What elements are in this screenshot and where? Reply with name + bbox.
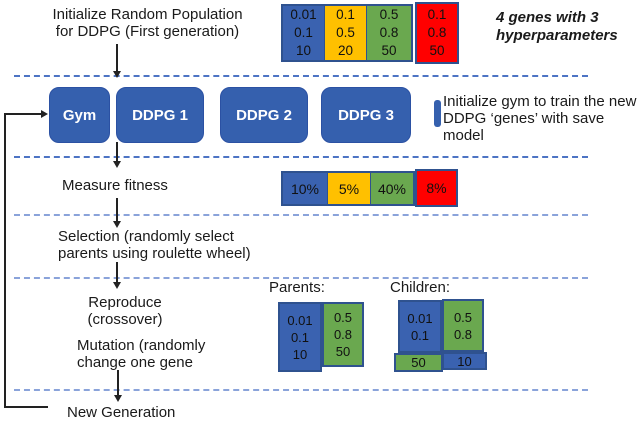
child1-top-box: 0.01 0.1 [398, 300, 442, 353]
gym-init-note: Initialize gym to train the new DDPG ‘ge… [443, 93, 637, 144]
gene-count-note: 4 genes with 3 hyperparameters [496, 9, 618, 44]
child1-bottom-strip: 50 [394, 353, 443, 372]
fitness-cell-green: 40% [370, 173, 413, 204]
ddpg2-box: DDPG 2 [220, 87, 308, 143]
fitness-table: 10% 5% 40% [281, 171, 415, 206]
init-population-label: Initialize Random Population for DDPG (F… [52, 6, 243, 40]
gene-cell-orange: 0.1 0.5 20 [324, 6, 366, 60]
feedback-bottom-line [4, 406, 48, 408]
feedback-vertical-line [4, 113, 6, 407]
gene-table: 0.01 0.1 10 0.1 0.5 20 0.5 0.8 50 [281, 4, 413, 62]
new-generation-label: New Generation [67, 404, 176, 421]
partial-box-sliver [434, 100, 441, 127]
arrow-down-icon [113, 44, 121, 78]
measure-fitness-label: Measure fitness [62, 177, 168, 194]
child2-top-box: 0.5 0.8 [442, 299, 484, 352]
feedback-top-line [4, 113, 42, 115]
feedback-arrowhead-icon [41, 110, 48, 118]
reproduce-label: Reproduce (crossover) [87, 294, 163, 328]
ddpg1-box: DDPG 1 [116, 87, 204, 143]
dashed-divider-4 [14, 277, 588, 279]
dashed-divider-2 [14, 156, 588, 158]
selection-label: Selection (randomly select parents using… [58, 228, 251, 262]
ddpg3-box: DDPG 3 [321, 87, 411, 143]
gene-cell-blue: 0.01 0.1 10 [283, 6, 324, 60]
children-label: Children: [390, 279, 451, 296]
mutation-label: Mutation (randomly change one gene [77, 337, 206, 371]
arrow-down-icon [113, 142, 121, 168]
gene-cell-green: 0.5 0.8 50 [366, 6, 411, 60]
dashed-divider-3 [14, 214, 588, 216]
fitness-cell-red: 8% [415, 169, 458, 207]
fitness-cell-blue: 10% [283, 173, 327, 204]
child2-bottom-strip: 10 [442, 352, 487, 370]
arrow-down-icon [113, 198, 121, 228]
parent2-box: 0.5 0.8 50 [322, 302, 364, 367]
dashed-divider-1 [14, 75, 588, 77]
arrow-down-icon [113, 262, 121, 289]
parent1-box: 0.01 0.1 10 [278, 302, 322, 372]
gym-box: Gym [49, 87, 110, 143]
gene-cell-red: 0.1 0.8 50 [415, 2, 459, 64]
arrow-down-icon [114, 370, 122, 402]
parents-label: Parents: [269, 279, 325, 296]
fitness-cell-orange: 5% [327, 173, 370, 204]
dashed-divider-5 [14, 389, 588, 391]
